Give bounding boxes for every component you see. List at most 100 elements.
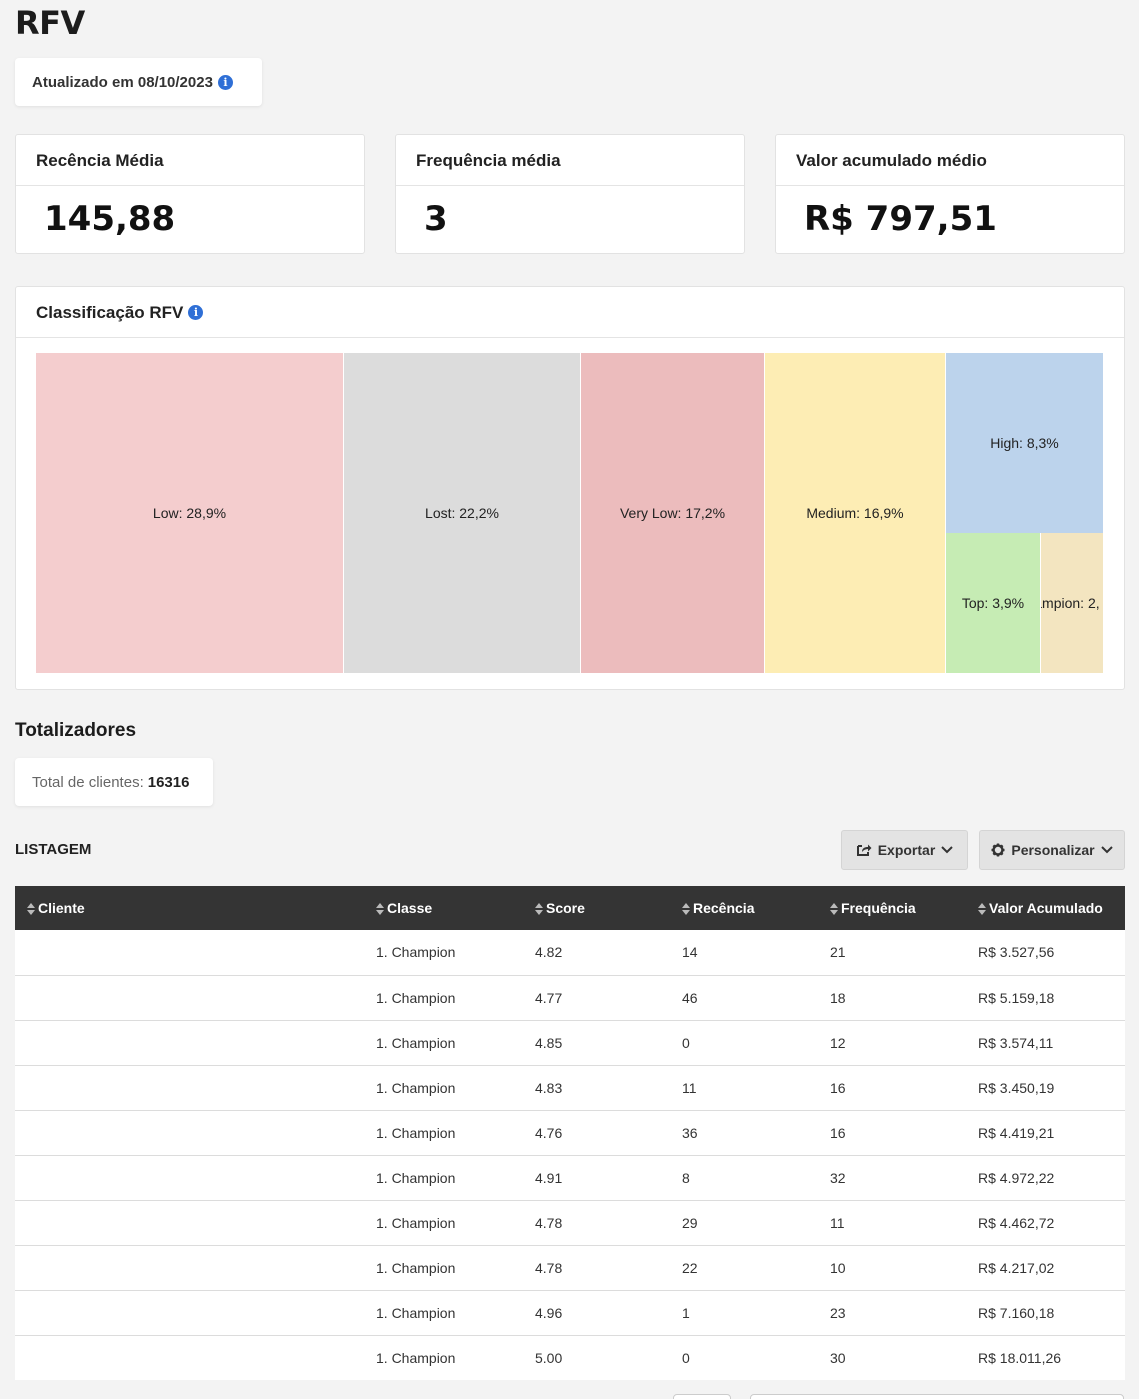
kpi-card-recency: Recência Média 145,88 — [15, 134, 365, 254]
column-header-label: Valor Acumulado — [989, 900, 1103, 916]
column-header-label: Frequência — [841, 900, 916, 916]
table-body: 1. Champion 4.82 14 21 R$ 3.527,56 1. Champio… — [15, 930, 1125, 1380]
table-cell: 1. Champion — [364, 1020, 523, 1066]
table-cell: 10 — [818, 1245, 966, 1291]
table-cell: 16 — [818, 1065, 966, 1111]
table-cell: 4.78 — [523, 1245, 670, 1291]
table-cell — [15, 1020, 364, 1066]
table-cell: R$ 5.159,18 — [966, 975, 1125, 1021]
table-cell: R$ 3.527,56 — [966, 930, 1125, 976]
table-cell: 46 — [670, 975, 818, 1021]
table-cell: 1. Champion — [364, 930, 523, 976]
info-icon[interactable]: i — [217, 74, 233, 90]
table-row[interactable]: 1. Champion 5.00 0 30 R$ 18.011,26 — [15, 1335, 1125, 1380]
classification-title: Classificação RFV i — [16, 287, 1124, 338]
table-row[interactable]: 1. Champion 4.82 14 21 R$ 3.527,56 — [15, 930, 1125, 976]
page-size-select[interactable] — [673, 1394, 731, 1399]
table-row[interactable]: 1. Champion 4.76 36 16 R$ 4.419,21 — [15, 1110, 1125, 1156]
updated-badge: Atualizado em 08/10/2023 i — [15, 58, 262, 106]
column-header[interactable]: Recência — [670, 886, 818, 930]
kpi-value: 3 — [424, 199, 448, 239]
table-cell: 36 — [670, 1110, 818, 1156]
total-clients-label: Total de clientes: — [32, 773, 144, 791]
table-row[interactable]: 1. Champion 4.96 1 23 R$ 7.160,18 — [15, 1290, 1125, 1336]
sort-icon — [27, 903, 35, 916]
column-header[interactable]: Valor Acumulado — [966, 886, 1125, 930]
listing-title: LISTAGEM — [15, 841, 92, 858]
column-header-label: Recência — [693, 900, 755, 916]
chevron-down-icon — [941, 846, 953, 854]
table-cell: 0 — [682, 1349, 690, 1366]
page-title: RFV — [15, 4, 85, 42]
table-cell: 1. Champion — [364, 1245, 523, 1291]
treemap-cell-top[interactable]: Top: 3,9% — [946, 533, 1041, 673]
table-row[interactable]: 1. Champion 4.85 0 12 R$ 3.574,11 — [15, 1020, 1125, 1066]
table-cell: 18 — [818, 975, 966, 1021]
table-cell — [15, 1110, 364, 1156]
column-header[interactable]: Cliente — [15, 886, 364, 930]
treemap-cell-label: High: 8,3% — [990, 435, 1059, 451]
treemap-cell-low[interactable]: Low: 28,9% — [36, 353, 344, 673]
table-cell: 11 — [670, 1065, 818, 1111]
table-cell: 23 — [818, 1290, 966, 1336]
table-row[interactable]: 1. Champion 4.91 8 32 R$ 4.972,22 — [15, 1155, 1125, 1201]
table-cell — [15, 1290, 364, 1336]
kpi-title: Valor acumulado médio — [776, 135, 1124, 186]
updated-label: Atualizado em 08/10/2023 — [32, 73, 213, 91]
treemap-cell-lost[interactable]: Lost: 22,2% — [344, 353, 581, 673]
table-cell: 4.85 — [523, 1020, 670, 1066]
table-cell — [15, 1155, 364, 1201]
treemap-cell-label: Champion: 2, — [1041, 595, 1100, 611]
table-cell: 21 — [818, 930, 966, 976]
table-cell: R$ 3.450,19 — [966, 1065, 1125, 1111]
table-cell: 29 — [670, 1200, 818, 1246]
sort-icon — [535, 903, 543, 916]
table-cell: 12 — [818, 1020, 966, 1066]
table-cell: R$ 7.160,18 — [966, 1290, 1125, 1336]
treemap-cell-label: Low: 28,9% — [152, 505, 227, 521]
table-cell: R$ 18.011,26 — [978, 1349, 1062, 1366]
table-cell: 4.83 — [523, 1065, 670, 1111]
treemap-chart: Low: 28,9% Lost: 22,2% Very Low: 17,2% Medi… — [36, 353, 1104, 673]
table-cell: 11 — [818, 1200, 966, 1246]
treemap-cell-label: Very Low: 17,2% — [619, 505, 726, 521]
table-cell: R$ 4.217,02 — [966, 1245, 1125, 1291]
totals-title: Totalizadores — [15, 720, 137, 741]
customize-button[interactable]: Personalizar — [979, 830, 1125, 870]
column-header-label: Classe — [387, 900, 433, 916]
table-cell — [15, 1200, 364, 1246]
export-button[interactable]: Exportar — [841, 830, 968, 870]
table-row[interactable]: 1. Champion 4.78 22 10 R$ 4.217,02 — [15, 1245, 1125, 1291]
table-row[interactable]: 1. Champion 4.83 11 16 R$ 3.450,19 — [15, 1065, 1125, 1111]
chevron-down-icon — [1100, 846, 1113, 854]
treemap-cell-very-low[interactable]: Very Low: 17,2% — [581, 353, 765, 673]
table-cell: 4.91 — [523, 1155, 670, 1201]
table-cell: 4.77 — [523, 975, 670, 1021]
treemap-cell-label: Medium: 16,9% — [806, 505, 904, 521]
customize-label: Personalizar — [1011, 842, 1095, 858]
column-header[interactable]: Frequência — [818, 886, 966, 930]
column-header[interactable]: Score — [523, 886, 670, 930]
treemap-cell-champion[interactable]: Champion: 2, — [1041, 533, 1104, 673]
table-cell: 1. Champion — [364, 1155, 523, 1201]
table-row[interactable]: 1. Champion 4.78 29 11 R$ 4.462,72 — [15, 1200, 1125, 1246]
gear-icon — [991, 843, 1005, 857]
table-cell: 0 — [670, 1020, 818, 1066]
table-cell: R$ 3.574,11 — [966, 1020, 1125, 1066]
column-header[interactable]: Classe — [364, 886, 523, 930]
table-cell — [15, 1335, 364, 1380]
kpi-card-value: Valor acumulado médio R$ 797,51 — [775, 134, 1125, 254]
treemap-cell-medium[interactable]: Medium: 16,9% — [765, 353, 946, 673]
table-cell: 1. Champion — [364, 1290, 523, 1336]
classification-card: Classificação RFV i Low: 28,9% Lost: 22,2… — [15, 286, 1125, 690]
table-cell: R$ 4.419,21 — [966, 1110, 1125, 1156]
treemap-cell-high[interactable]: High: 8,3% — [946, 353, 1104, 533]
pagination[interactable] — [750, 1394, 1124, 1399]
table-header-row: Cliente Classe Score Recência Frequência Valo… — [15, 886, 1125, 930]
table-row[interactable]: 1. Champion 4.77 46 18 R$ 5.159,18 — [15, 975, 1125, 1021]
info-icon[interactable]: i — [188, 305, 204, 320]
kpi-title: Frequência média — [396, 135, 744, 186]
kpi-value: R$ 797,51 — [804, 199, 997, 239]
total-clients-value: 16316 — [147, 773, 190, 791]
sort-icon — [830, 903, 838, 916]
